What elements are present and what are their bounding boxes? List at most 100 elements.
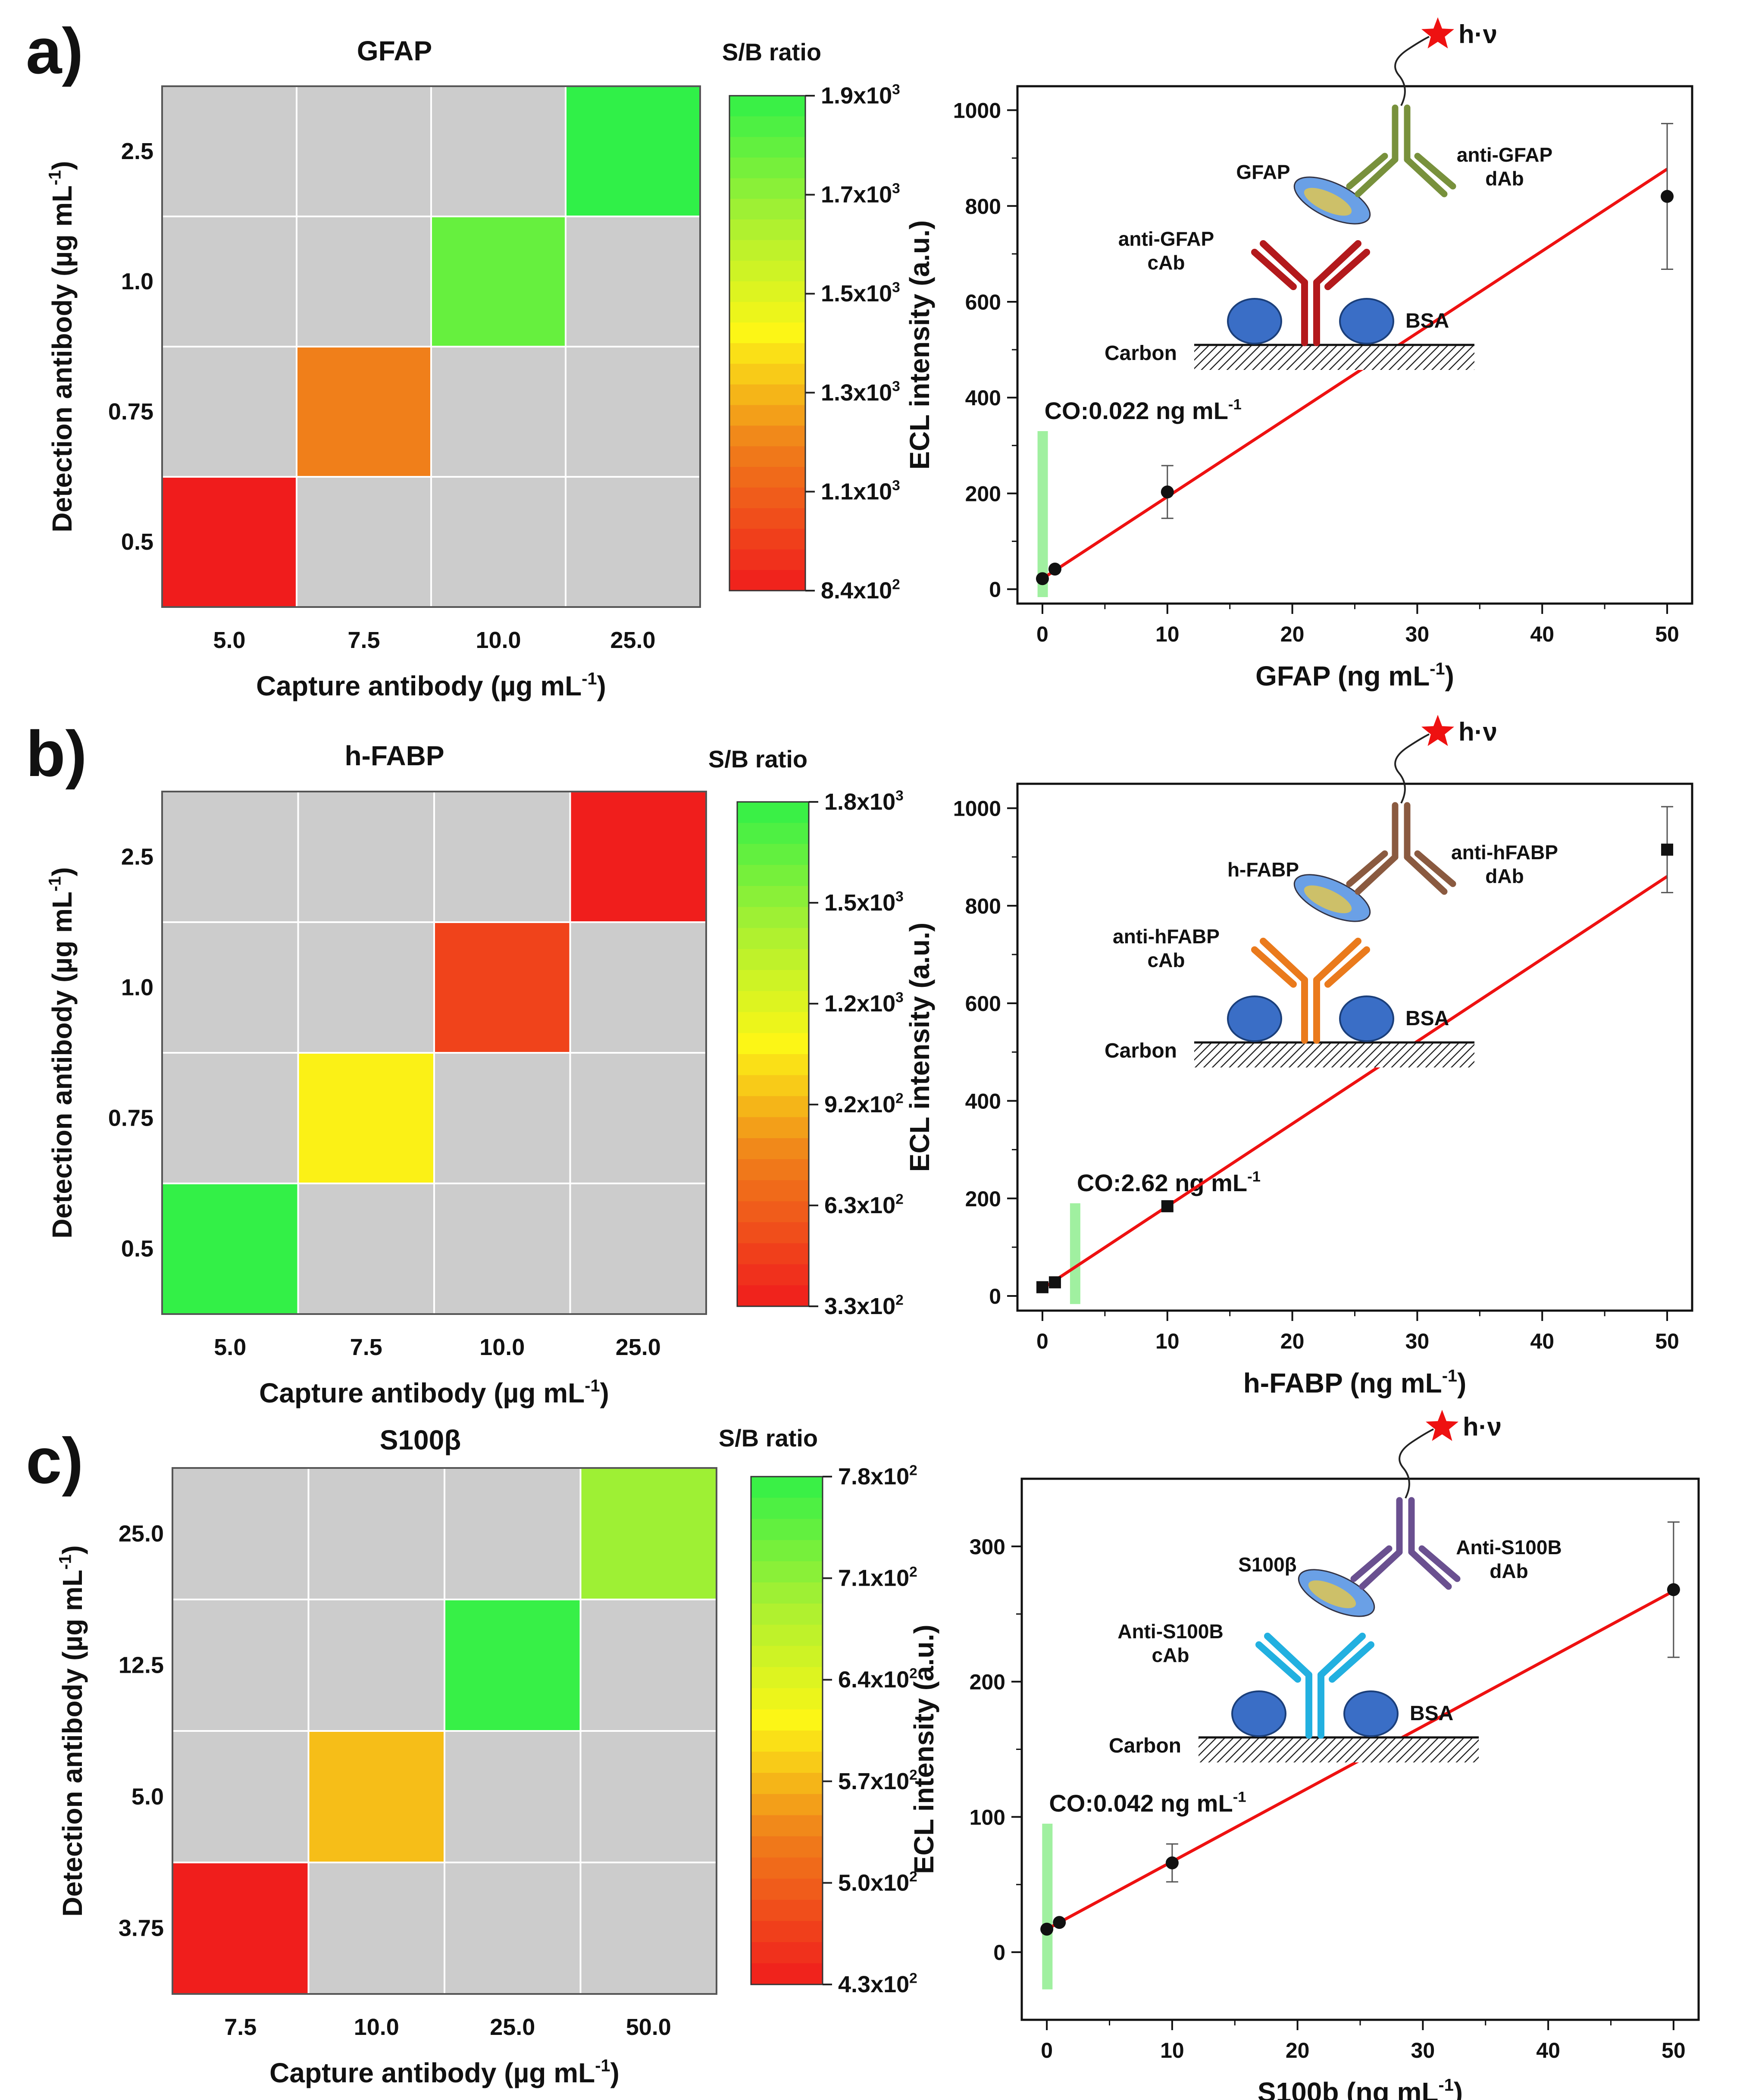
colorbar-tick-label-sup: 3 — [892, 478, 900, 494]
scatter-y-label: ECL intensity (a.u.) — [904, 220, 935, 469]
colorbar-band — [751, 1752, 823, 1774]
detection-antibody-part — [1418, 1545, 1461, 1582]
colorbar-band — [737, 886, 809, 908]
antigen-label: h-FABP — [1227, 858, 1299, 881]
colorbar-tick-label-main: 9.2x10 — [824, 1092, 895, 1117]
capture-antibody-arm — [1313, 938, 1361, 983]
heatmap-border — [161, 791, 707, 1315]
x-tick-label: 40 — [1530, 622, 1554, 646]
heatmap-cell — [570, 792, 706, 922]
heatmap-y-label-sup: -1 — [56, 1555, 75, 1570]
colorbar-band — [751, 1519, 823, 1541]
colorbar-band — [737, 991, 809, 1013]
capture-antibody-arm — [1264, 1633, 1312, 1678]
x-tick-label: 40 — [1536, 2038, 1560, 2062]
colorbar-band — [729, 570, 805, 591]
colorbar-tick-label: 1.5x103 — [821, 280, 900, 307]
data-point — [1036, 1281, 1048, 1293]
cab-label-line2: cAb — [1148, 949, 1185, 971]
colorbar-tick-label: 9.2x102 — [824, 1090, 904, 1117]
x-tick-label: 5.0 — [213, 627, 245, 653]
emission-label: h·ν — [1463, 1412, 1502, 1441]
heatmap-y-label-end: ) — [47, 867, 78, 876]
bsa-blob — [1339, 995, 1394, 1042]
heatmap-cell — [431, 216, 566, 347]
scatter-y-label: ECL intensity (a.u.) — [904, 923, 935, 1172]
y-tick-label: 200 — [965, 482, 1001, 506]
colorbar-tick-label: 6.4x102 — [838, 1666, 917, 1693]
colorbar-band — [729, 343, 805, 364]
detection-antibody-part — [1414, 850, 1456, 887]
colorbar-band — [751, 1561, 823, 1583]
y-tick-label: 800 — [965, 194, 1001, 219]
colorbar-border — [750, 1476, 823, 1985]
bsa-blob — [1231, 1690, 1286, 1737]
scatter-x-label: GFAP (ng mL-1) — [1255, 659, 1454, 692]
colorbar-band — [751, 1921, 823, 1943]
heatmap-y-label-end: ) — [47, 161, 78, 170]
detection-antibody-part — [1404, 156, 1448, 197]
x-tick-label: 50 — [1655, 1329, 1679, 1353]
label-linker — [1394, 733, 1430, 804]
x-tick-label: 25.0 — [610, 627, 655, 653]
colorbar-band — [737, 865, 809, 886]
colorbar-tick-label-sup: 3 — [895, 889, 904, 904]
colorbar-tick-label-main: 8.4x10 — [821, 578, 892, 604]
colorbar-band — [737, 1012, 809, 1034]
detection-antibody-part — [1359, 1549, 1403, 1590]
colorbar-band — [751, 1836, 823, 1858]
dab-label-line2: dAb — [1485, 167, 1524, 190]
fit-line — [1042, 168, 1668, 580]
colorbar-band — [737, 1222, 809, 1244]
emission-label: h·ν — [1458, 20, 1497, 49]
heatmap-cell — [434, 922, 570, 1053]
star-icon — [1426, 1410, 1458, 1441]
colorbar-tick-label-main: 6.3x10 — [824, 1192, 895, 1218]
colorbar-tick-label-main: 6.4x10 — [838, 1667, 909, 1693]
colorbar-band — [737, 1285, 809, 1307]
dab-label-line1: anti-hFABP — [1451, 841, 1558, 864]
y-tick-label: 0.75 — [108, 399, 153, 425]
data-point — [1036, 572, 1049, 585]
scatter-x-label: h-FABP (ng mL-1) — [1243, 1366, 1467, 1399]
antigen-detail — [1308, 1580, 1356, 1609]
y-tick-label: 0 — [993, 1940, 1005, 1965]
x-tick-label: 30 — [1411, 2038, 1435, 2062]
cab-label-line1: anti-GFAP — [1118, 228, 1214, 250]
heatmap-x-label-sup: -1 — [585, 1376, 600, 1395]
colorbar-border — [736, 801, 810, 1307]
colorbar-tick-label-main: 3.3x10 — [824, 1293, 895, 1319]
colorbar-band — [751, 1709, 823, 1731]
antigen-label: S100β — [1238, 1553, 1297, 1576]
colorbar-tick-label-main: 4.3x10 — [838, 1972, 909, 1997]
colorbar-band — [729, 322, 805, 344]
y-tick-label: 0.75 — [108, 1105, 153, 1131]
colorbar-band — [729, 178, 805, 200]
colorbar-band — [751, 1878, 823, 1900]
detection-antibody-part — [1408, 1549, 1452, 1590]
heatmap-border — [161, 85, 701, 608]
data-point — [1048, 1276, 1061, 1289]
cutoff-label-main: CO:0.022 ng mL — [1045, 397, 1228, 424]
x-tick-label: 10 — [1160, 2038, 1184, 2062]
bsa-blob — [1343, 1690, 1399, 1737]
heatmap-x-label-end: ) — [600, 1377, 609, 1408]
x-tick-label: 7.5 — [224, 2014, 257, 2040]
colorbar-label: S/B ratio — [708, 745, 807, 773]
x-tick-label: 7.5 — [350, 1334, 382, 1360]
colorbar-tick-label: 5.0x102 — [838, 1869, 917, 1896]
y-tick-label: 1.0 — [121, 975, 153, 1001]
cutoff-label: CO:2.62 ng mL-1 — [1077, 1169, 1261, 1196]
heatmap-cell — [580, 1468, 717, 1599]
colorbar-tick-label-sup: 2 — [895, 1292, 904, 1308]
cutoff-bar — [1042, 1824, 1053, 1990]
y-tick-label: 200 — [965, 1187, 1001, 1211]
heatmap-cell — [444, 1599, 581, 1731]
x-tick-label: 20 — [1280, 1329, 1305, 1353]
capture-antibody-arm — [1260, 938, 1308, 983]
panel-letter: c) — [26, 1424, 83, 1497]
colorbar-tick-label-main: 1.9x10 — [821, 83, 892, 109]
colorbar-tick-label: 1.5x103 — [824, 889, 904, 916]
heatmap-cell — [298, 1053, 434, 1183]
